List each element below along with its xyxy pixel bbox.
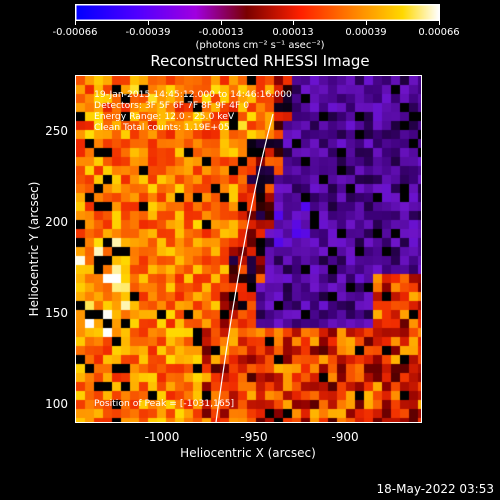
ytick-label: 100 [45,397,68,411]
xtick-label: -900 [331,430,359,444]
colorbar-tick-label: -0.00013 [198,27,244,38]
xtick-label: -950 [240,430,268,444]
colorbar-tick-label: 0.00013 [272,27,314,38]
colorbar-tick-label: 0.00039 [345,27,387,38]
annotation-detectors: Detectors: 3F 5F 6F 7F 8F 9F 4F 0 [94,100,250,111]
annotation-energy: Energy Range: 12.0 - 25.0 keV [94,111,235,122]
colorbar-tick [221,20,222,25]
y-axis-label: Heliocentric Y (arcsec) [27,181,41,317]
colorbar-tick-label: 0.00066 [418,27,460,38]
annotation-time: 19-Jan-2015 14:45:12.000 to 14:46:16.000 [94,89,292,100]
colorbar-tick [439,20,440,25]
plot-title: Reconstructed RHESSI Image [150,52,370,70]
colorbar [75,4,440,21]
colorbar-tick [366,20,367,25]
date-stamp: 18-May-2022 03:53 [376,482,494,496]
xtick-label: -1000 [144,430,180,444]
colorbar-tick [293,20,294,25]
limb-line [215,113,274,422]
ytick-label: 250 [45,124,68,138]
colorbar-tick-label: -0.00039 [125,27,171,38]
image-plot: 19-Jan-2015 14:45:12.000 to 14:46:16.000… [75,75,422,423]
annotation-clean: Clean Total counts: 1.19E+05 [94,122,230,133]
ytick-label: 150 [45,306,68,320]
colorbar-tick [75,20,76,25]
annotation-peak: Position of Peak = [-1031,165] [94,398,235,409]
colorbar-tick-label: -0.00066 [52,27,98,38]
rhessi-image [76,76,421,422]
x-axis-label: Heliocentric X (arcsec) [180,446,316,460]
colorbar-tick [148,20,149,25]
colorbar-units: (photons cm⁻² s⁻¹ asec⁻²) [195,40,325,51]
ytick-label: 200 [45,215,68,229]
